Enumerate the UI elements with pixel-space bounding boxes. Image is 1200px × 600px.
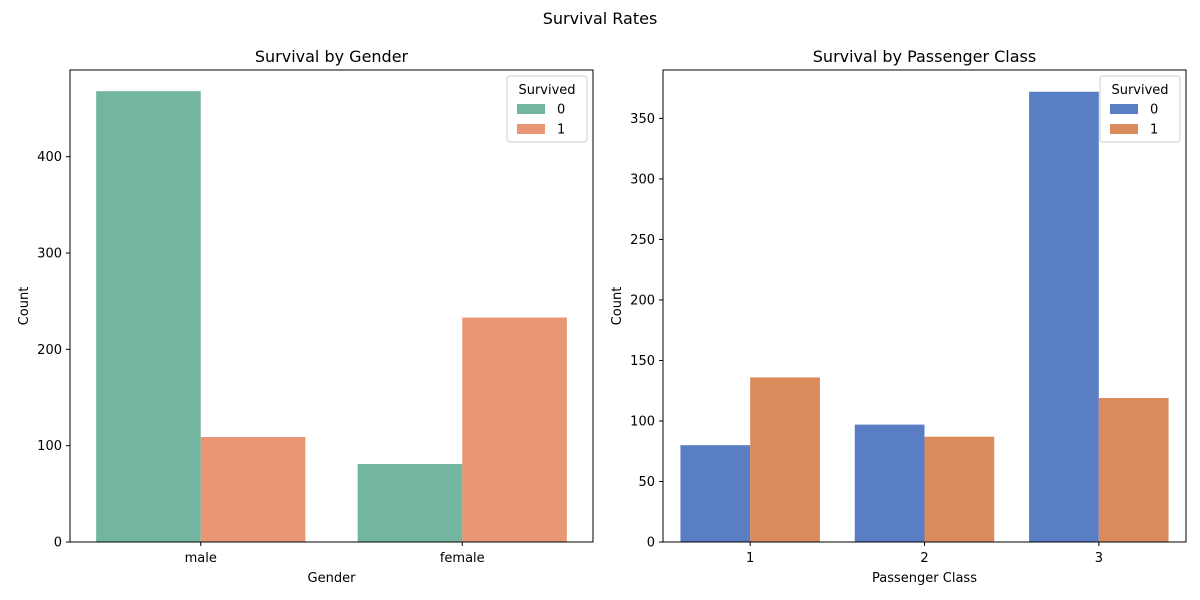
chart-title: Survival by Passenger Class <box>813 47 1036 66</box>
y-tick-label: 100 <box>37 439 62 454</box>
y-tick-label: 50 <box>638 475 655 490</box>
bar-male-survived-1 <box>200 437 306 542</box>
legend-title: Survived <box>1111 83 1168 98</box>
y-tick-label: 150 <box>630 354 655 369</box>
y-tick-label: 300 <box>37 247 62 262</box>
x-tick-label: female <box>440 551 485 566</box>
y-tick-label: 300 <box>630 172 655 187</box>
y-tick-label: 200 <box>630 293 655 308</box>
legend-label-1: 1 <box>557 123 565 138</box>
x-tick-label: 2 <box>920 551 928 566</box>
legend-label-0: 0 <box>1150 103 1158 118</box>
y-tick-label: 400 <box>37 150 62 165</box>
x-tick-label: 3 <box>1095 551 1103 566</box>
legend-swatch-1 <box>517 124 545 134</box>
x-tick-label: 1 <box>746 551 754 566</box>
y-tick-label: 200 <box>37 343 62 358</box>
y-tick-label: 0 <box>54 536 62 551</box>
chart-title: Survival by Gender <box>255 47 409 66</box>
y-axis-label: Count <box>17 287 32 326</box>
bar-2-survived-1 <box>924 436 995 542</box>
x-axis-label: Gender <box>308 571 357 586</box>
bar-female-survived-1 <box>462 317 567 542</box>
legend: Survived 0 1 <box>506 75 588 143</box>
bar-female-survived-0 <box>357 463 463 542</box>
plot-frame <box>69 69 594 543</box>
chart-1: Survival by Gender 0 100 200 300 400 male femal… <box>17 47 594 586</box>
legend-swatch-1 <box>1110 124 1138 134</box>
y-tick-label: 100 <box>630 414 655 429</box>
bar-male-survived-0 <box>96 91 201 542</box>
x-tick-label: male <box>185 551 217 566</box>
bar-3-survived-0 <box>1029 91 1099 542</box>
legend-swatch-0 <box>1110 104 1138 114</box>
legend: Survived 0 1 <box>1099 75 1181 143</box>
y-axis-label: Count <box>610 287 625 326</box>
bar-2-survived-0 <box>854 424 925 542</box>
bar-1-survived-1 <box>750 377 820 542</box>
y-tick-label: 250 <box>630 233 655 248</box>
y-tick-label: 350 <box>630 112 655 127</box>
bar-3-survived-1 <box>1098 397 1169 542</box>
chart-2: Survival by Passenger Class 0 50 100 150 200 2… <box>610 47 1187 586</box>
x-axis-label: Passenger Class <box>872 571 977 586</box>
y-tick-label: 0 <box>647 536 655 551</box>
legend-swatch-0 <box>517 104 545 114</box>
legend-label-0: 0 <box>557 103 565 118</box>
bar-1-survived-0 <box>680 445 751 542</box>
figure-suptitle: Survival Rates <box>542 9 658 28</box>
legend-label-1: 1 <box>1150 123 1158 138</box>
legend-title: Survived <box>518 83 575 98</box>
